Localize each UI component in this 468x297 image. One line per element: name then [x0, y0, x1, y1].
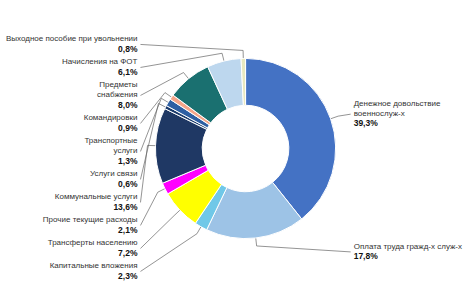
- label-line: Оплата труда гражд-х служ-х: [354, 242, 462, 251]
- label-line: Услуги связи: [90, 169, 137, 178]
- slice-label: Трансферты населению7,2%: [48, 238, 138, 257]
- slice: [241, 58, 246, 105]
- slice: [208, 59, 244, 110]
- label-line: Трансферты населению: [48, 238, 138, 247]
- leader-line: [331, 114, 351, 119]
- label-line: Предметы: [99, 80, 137, 89]
- leader-line: [140, 44, 243, 58]
- slice-label: Услуги связи0,6%: [90, 169, 138, 188]
- slice-label: Предметыснабжения8,0%: [97, 80, 138, 109]
- label-line: Начисления на ФОТ: [62, 57, 138, 66]
- slice-label: Денежное довольствиевоеннослуж-х39,3%: [354, 99, 441, 128]
- data-label: 8,0%: [118, 100, 138, 110]
- label-line: Коммунальные услуги: [55, 192, 138, 201]
- category-label: Денежное довольствиевоеннослуж-х: [354, 99, 441, 118]
- leader-line: [140, 210, 179, 248]
- plot-area: [155, 58, 335, 238]
- leader-line: [140, 227, 200, 272]
- slice-label: Транспортныеуслуги1,3%: [84, 136, 138, 165]
- data-label: 2,1%: [118, 225, 138, 235]
- category-label: Начисления на ФОТ: [62, 57, 138, 66]
- category-label: Услуги связи: [90, 169, 137, 178]
- category-label: Предметыснабжения: [97, 80, 138, 99]
- label-line: Капитальные вложения: [50, 261, 138, 270]
- slices: [155, 58, 335, 238]
- leader-line: [256, 238, 351, 252]
- leader-lines: [140, 44, 350, 271]
- slice-label: Командировки0,9%: [84, 113, 138, 132]
- slice-label: Прочие текущие расходы2,1%: [43, 215, 138, 234]
- data-label: 1,3%: [118, 156, 138, 166]
- category-label: Капитальные вложения: [50, 261, 138, 270]
- slice-label: Коммунальные услуги13,6%: [55, 192, 138, 211]
- data-label: 39,3%: [354, 118, 379, 128]
- data-label: 2,3%: [118, 271, 138, 281]
- slice-label: Начисления на ФОТ6,1%: [62, 57, 138, 76]
- category-label: Командировки: [84, 113, 138, 122]
- category-label: Транспортныеуслуги: [84, 136, 138, 155]
- category-label: Трансферты населению: [48, 238, 138, 247]
- category-label: Коммунальные услуги: [55, 192, 138, 201]
- labels: Денежное довольствиевоеннослуж-х39,3% Опл…: [6, 34, 462, 280]
- label-line: снабжения: [97, 90, 137, 99]
- leader-line: [140, 145, 155, 202]
- data-label: 0,9%: [118, 123, 138, 133]
- data-label: 17,8%: [354, 251, 379, 261]
- data-label: 7,2%: [118, 248, 138, 258]
- label-line: Командировки: [84, 113, 138, 122]
- data-label: 6,1%: [118, 67, 138, 77]
- data-label: 0,8%: [118, 44, 138, 54]
- leader-line: [140, 189, 164, 226]
- category-label: Выходное пособие при увольнении: [6, 34, 137, 43]
- data-label: 13,6%: [113, 202, 138, 212]
- label-line: Транспортные: [84, 136, 138, 145]
- label-line: Выходное пособие при увольнении: [6, 34, 137, 43]
- label-line: Денежное довольствие: [354, 99, 441, 108]
- chart: Денежное довольствиевоеннослуж-х39,3% Опл…: [0, 0, 468, 297]
- slice-label: Капитальные вложения2,3%: [50, 261, 138, 280]
- slice-label: Выходное пособие при увольнении0,8%: [6, 34, 138, 53]
- data-label: 0,6%: [118, 179, 138, 189]
- category-label: Оплата труда гражд-х служ-х: [354, 242, 462, 251]
- label-line: Прочие текущие расходы: [43, 215, 138, 224]
- category-label: Прочие текущие расходы: [43, 215, 138, 224]
- label-line: военнослуж-х: [354, 109, 405, 118]
- chart-container: Денежное довольствиевоеннослуж-х39,3% Опл…: [0, 0, 468, 297]
- label-line: услуги: [114, 146, 138, 155]
- slice-label: Оплата труда гражд-х служ-х17,8%: [354, 242, 462, 261]
